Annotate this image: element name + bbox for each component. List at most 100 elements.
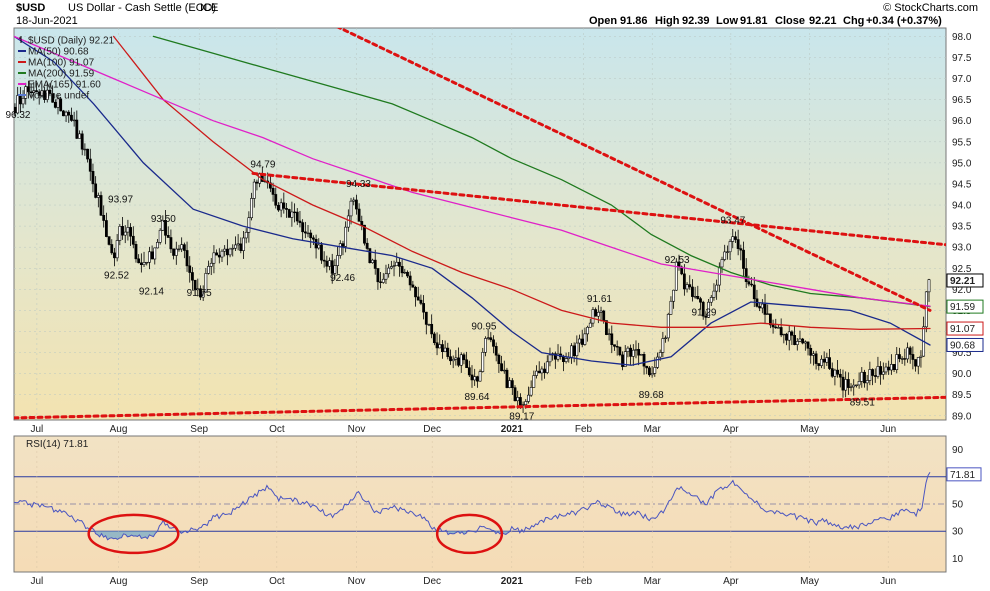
price-candle-body [484, 338, 487, 353]
price-candle-body [669, 300, 673, 315]
month-label-top: Sep [190, 424, 208, 435]
price-candle-body [645, 365, 649, 369]
price-candle-body [465, 359, 469, 368]
price-candle-body [661, 338, 665, 353]
price-panel [13, 27, 947, 421]
price-candle-body [414, 286, 417, 298]
high-value: 92.39 [682, 15, 710, 27]
price-candle-body [916, 357, 920, 367]
price-candle-body [489, 337, 493, 341]
price-candle-body [510, 380, 514, 388]
price-candle-body [177, 248, 181, 251]
price-tag-box [946, 273, 984, 288]
price-candle-body [782, 333, 786, 336]
price-candle-body [889, 364, 893, 371]
price-candle-body [591, 309, 595, 324]
legend-entry: MA(100) 91.07 [28, 58, 95, 69]
price-candle-body [32, 90, 36, 94]
rsi-gridlines [14, 436, 946, 572]
price-candle-body [473, 376, 477, 381]
price-candle-body [102, 214, 106, 221]
price-annotation: 89.68 [639, 390, 664, 401]
price-candle-body [416, 296, 420, 301]
price-candle-body [94, 183, 98, 198]
price-candle-body [406, 271, 409, 277]
price-candle-body [314, 238, 318, 249]
rsi-legend-text: RSI(14) 71.81 [26, 439, 89, 450]
price-candle-body [777, 327, 780, 329]
month-label-top: Dec [423, 424, 441, 435]
high-label: High [655, 15, 680, 27]
month-label-top: Feb [575, 424, 593, 435]
price-candle-body [180, 244, 184, 250]
price-candle-body [29, 91, 33, 94]
price-candle-body [156, 242, 159, 249]
price-candle-body [285, 208, 288, 210]
price-candle-body [553, 353, 557, 360]
price-candle-body [704, 315, 708, 318]
price-candle-body [446, 347, 450, 357]
price-axis: 89.089.590.090.591.091.592.092.593.093.5… [946, 32, 984, 422]
price-candle-body [91, 171, 95, 185]
rsi-tick-label: 90 [952, 445, 964, 456]
price-candle-body [172, 248, 176, 256]
price-candle-body [588, 322, 592, 328]
price-candle-body [828, 357, 831, 369]
price-candle-body [833, 369, 837, 377]
price-candle-body [752, 284, 756, 300]
price-candle-body [427, 324, 431, 326]
price-candle-body [247, 217, 251, 233]
price-candle-body [322, 259, 326, 262]
price-candle-body [21, 98, 25, 105]
price-candle-body [139, 262, 143, 266]
price-candle-body [193, 279, 197, 291]
legend-entry: Volume undef [28, 91, 89, 102]
price-candle-body [298, 220, 302, 223]
month-label-bottom: May [800, 576, 819, 587]
price-candle-body [309, 232, 313, 239]
price-candle-body [384, 273, 388, 280]
price-tick-label: 97.5 [952, 53, 972, 64]
price-candle-body [790, 331, 794, 336]
price-candle-body [408, 275, 412, 286]
price-candle-body [599, 310, 603, 313]
price-candle-body [271, 187, 275, 195]
resistance-trendline-major [336, 28, 932, 312]
price-candle-body [572, 345, 576, 357]
price-candle-body [580, 338, 584, 345]
price-candle-body [35, 90, 38, 93]
price-candle-body [14, 106, 17, 114]
price-candle-body [725, 251, 729, 253]
price-tick-label: 93.0 [952, 243, 972, 254]
price-candle-body [75, 119, 79, 139]
price-candle-body [613, 344, 616, 347]
price-candle-body [387, 267, 391, 275]
price-candle-body [131, 235, 135, 245]
price-candle-body [812, 353, 815, 356]
price-candle-body [731, 236, 735, 242]
price-candle-body [475, 376, 479, 382]
price-candle-body [16, 95, 20, 114]
price-candle-body [871, 369, 874, 376]
price-annotation: 91.75 [187, 288, 212, 299]
price-candle-body [502, 369, 506, 372]
price-candle-body [252, 181, 256, 199]
price-candle-body [586, 326, 589, 335]
price-candle-body [637, 349, 641, 356]
price-candle-body [287, 209, 291, 218]
price-candle-body [231, 247, 235, 250]
price-candle-body [51, 93, 55, 103]
price-candle-body [562, 356, 565, 362]
price-candle-body [682, 273, 686, 290]
price-candle-body [462, 354, 466, 361]
price-candle-body [61, 110, 65, 117]
price-candle-body [158, 229, 162, 243]
price-candle-body [806, 341, 810, 349]
price-candle-body [277, 204, 280, 211]
price-candle-body [40, 90, 44, 96]
month-label-bottom: 2021 [501, 576, 524, 587]
price-candle-body [352, 199, 356, 202]
price-candle-body [715, 284, 719, 292]
price-candle-body [795, 341, 799, 345]
price-candle-body [244, 231, 248, 239]
